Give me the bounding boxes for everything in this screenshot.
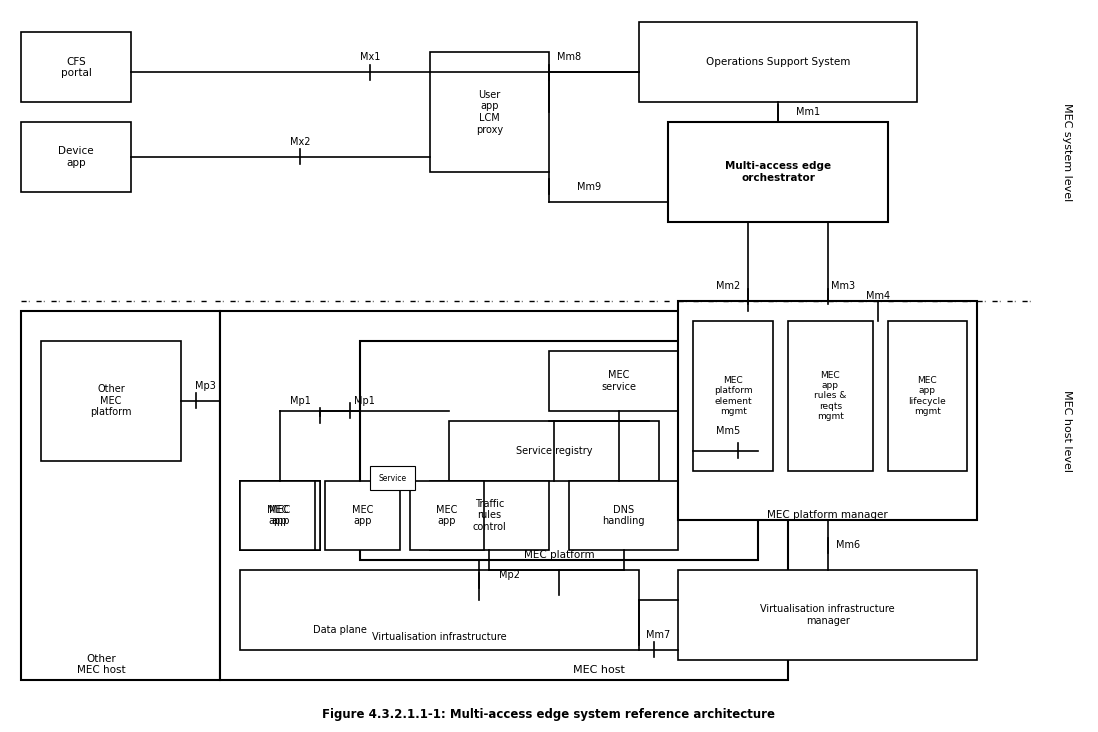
FancyBboxPatch shape <box>788 321 873 471</box>
FancyBboxPatch shape <box>21 311 221 679</box>
Text: Virtualisation infrastructure
manager: Virtualisation infrastructure manager <box>761 604 895 626</box>
FancyBboxPatch shape <box>240 570 639 650</box>
Text: Service registry: Service registry <box>516 446 592 455</box>
Text: MEC
service: MEC service <box>602 370 636 392</box>
Text: MEC
app
rules &
reqts
mgmt: MEC app rules & reqts mgmt <box>814 370 847 421</box>
FancyBboxPatch shape <box>429 53 549 172</box>
Text: MEC platform manager: MEC platform manager <box>768 510 888 520</box>
FancyBboxPatch shape <box>569 480 679 550</box>
FancyBboxPatch shape <box>669 122 887 222</box>
Text: User
app
LCM
proxy: User app LCM proxy <box>475 90 503 135</box>
FancyBboxPatch shape <box>693 321 773 471</box>
Text: Mm2: Mm2 <box>716 281 740 291</box>
FancyBboxPatch shape <box>42 341 180 460</box>
Text: MEC
app: MEC app <box>436 504 458 526</box>
Text: MEC system level: MEC system level <box>1062 102 1072 201</box>
FancyBboxPatch shape <box>639 23 918 102</box>
Text: Operations Support System: Operations Support System <box>706 57 850 67</box>
FancyBboxPatch shape <box>240 480 320 550</box>
Text: CFS
portal: CFS portal <box>60 56 91 78</box>
Text: MEC
app: MEC app <box>351 504 373 526</box>
Text: Traffic
rules
control: Traffic rules control <box>472 498 506 532</box>
FancyBboxPatch shape <box>679 570 977 660</box>
Text: Other
MEC
platform: Other MEC platform <box>90 384 132 417</box>
FancyBboxPatch shape <box>370 466 415 490</box>
FancyBboxPatch shape <box>549 351 688 411</box>
Text: Mp3: Mp3 <box>195 381 216 391</box>
FancyBboxPatch shape <box>240 480 320 550</box>
Text: Data plane: Data plane <box>313 625 367 635</box>
Text: Mm5: Mm5 <box>716 426 740 436</box>
Text: Virtualisation infrastructure: Virtualisation infrastructure <box>372 632 507 642</box>
FancyBboxPatch shape <box>221 311 788 679</box>
Text: MEC
platform
element
mgmt: MEC platform element mgmt <box>714 376 752 416</box>
Text: Mm8: Mm8 <box>557 53 581 62</box>
Text: Mm6: Mm6 <box>836 540 860 550</box>
Text: DNS
handling: DNS handling <box>603 504 645 526</box>
Text: MEC host level: MEC host level <box>1062 389 1072 471</box>
Text: Multi-access edge
orchestrator: Multi-access edge orchestrator <box>725 161 831 183</box>
FancyBboxPatch shape <box>887 321 967 471</box>
FancyBboxPatch shape <box>410 480 484 550</box>
FancyBboxPatch shape <box>449 421 659 480</box>
Text: Device
app: Device app <box>58 146 93 168</box>
Text: Mx2: Mx2 <box>290 137 311 147</box>
FancyBboxPatch shape <box>429 480 549 550</box>
FancyBboxPatch shape <box>240 480 320 550</box>
FancyBboxPatch shape <box>360 341 758 560</box>
FancyBboxPatch shape <box>325 480 400 550</box>
Text: Mm1: Mm1 <box>796 107 820 117</box>
Text: MEC
app: MEC app <box>267 504 289 526</box>
Text: Mx1: Mx1 <box>359 53 380 62</box>
Text: Mm4: Mm4 <box>865 291 889 302</box>
Text: Figure 4.3.2.1.1-1: Multi-access edge system reference architecture: Figure 4.3.2.1.1-1: Multi-access edge sy… <box>323 708 775 721</box>
Text: MEC
app: MEC app <box>269 504 291 526</box>
Text: MEC
app
lifecycle
mgmt: MEC app lifecycle mgmt <box>908 376 946 416</box>
FancyBboxPatch shape <box>21 122 131 192</box>
FancyBboxPatch shape <box>21 32 131 102</box>
Text: MEC platform: MEC platform <box>524 550 594 560</box>
Text: Mp1: Mp1 <box>290 396 311 406</box>
Text: Mm3: Mm3 <box>831 281 854 291</box>
Text: Service: Service <box>378 474 406 482</box>
Text: Mm9: Mm9 <box>576 182 601 192</box>
Text: MEC host: MEC host <box>573 665 625 675</box>
Text: Other
MEC host: Other MEC host <box>77 654 125 676</box>
Text: Mp1: Mp1 <box>355 396 376 406</box>
FancyBboxPatch shape <box>240 480 315 550</box>
Text: Mp2: Mp2 <box>498 570 519 580</box>
FancyBboxPatch shape <box>679 302 977 520</box>
Text: Mm7: Mm7 <box>647 630 671 640</box>
